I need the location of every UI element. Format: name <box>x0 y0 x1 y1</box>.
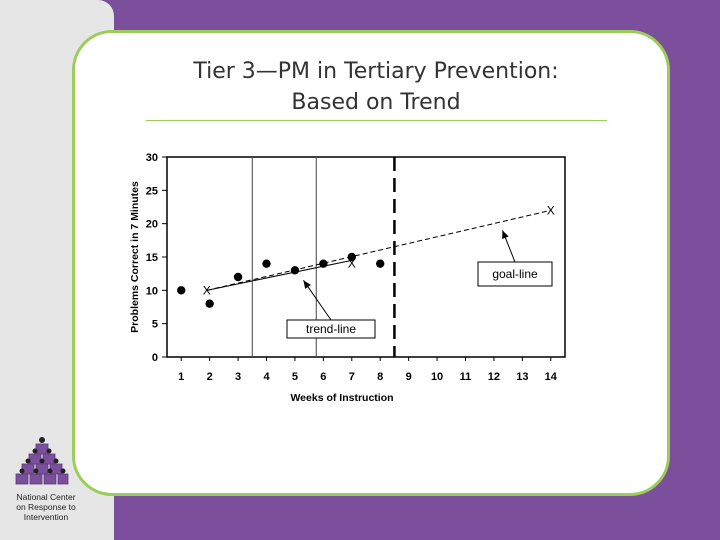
x-tick-label: 10 <box>431 371 443 383</box>
y-tick-label: 30 <box>146 152 158 164</box>
x-tick-label: 6 <box>320 371 326 383</box>
data-point <box>233 272 243 282</box>
slide-title-line-2: Based on Trend <box>291 90 461 115</box>
goal-line <box>206 209 551 291</box>
data-point <box>290 266 300 275</box>
slide-title: Tier 3—PM in Tertiary Prevention: Based … <box>146 56 606 118</box>
data-point <box>347 252 356 262</box>
data-point <box>205 299 214 308</box>
annotation-arrowhead <box>303 280 311 289</box>
x-tick-label: 3 <box>235 371 241 383</box>
annotation-box <box>477 261 553 287</box>
x-tick-label: 1 <box>178 371 184 383</box>
x-marker: X <box>203 283 211 297</box>
logo-text: National Center on Response to Intervent… <box>6 492 86 522</box>
y-axis-label: Problems Correct in 7 Minutes <box>129 181 141 333</box>
x-tick-label: 4 <box>263 371 270 383</box>
data-point <box>319 259 328 268</box>
x-marker: X <box>547 203 555 217</box>
y-tick-label: 20 <box>146 219 158 231</box>
data-point <box>376 259 385 268</box>
title-underline <box>146 120 607 121</box>
x-tick-label: 5 <box>292 371 298 383</box>
logo-text-line-1: National Center <box>16 492 76 502</box>
x-tick-label: 13 <box>516 371 528 383</box>
x-tick-label: 9 <box>406 371 412 383</box>
x-marker: X <box>348 257 356 271</box>
data-point <box>262 259 271 268</box>
y-tick-label: 0 <box>152 352 158 364</box>
logo-text-line-3: Intervention <box>23 512 69 522</box>
x-tick-label: 7 <box>349 371 355 383</box>
y-tick-label: 25 <box>146 185 158 197</box>
x-tick-label: 2 <box>207 371 213 383</box>
cube-pyramid-logo-icon <box>15 437 69 485</box>
x-tick-label: 14 <box>545 371 558 383</box>
x-tick-label: 11 <box>460 371 472 383</box>
slide-card <box>72 30 670 496</box>
annotation-arrow <box>303 280 332 321</box>
x-axis-label: Weeks of Instruction <box>290 392 393 404</box>
logo-text-line-2: on Response to <box>16 502 76 512</box>
x-tick-label: 12 <box>488 371 500 383</box>
y-tick-label: 5 <box>152 319 158 331</box>
slide-title-line-1: Tier 3—PM in Tertiary Prevention: <box>193 59 559 84</box>
annotation-box <box>286 319 376 339</box>
data-point <box>177 286 186 295</box>
annotation-arrowhead <box>502 230 509 240</box>
trend-line <box>206 259 352 291</box>
y-tick-label: 15 <box>146 252 158 264</box>
annotation-label: goal-line <box>492 267 538 281</box>
annotation-label: trend-line <box>306 322 356 336</box>
x-tick-label: 8 <box>377 371 383 383</box>
y-tick-label: 10 <box>146 285 158 297</box>
